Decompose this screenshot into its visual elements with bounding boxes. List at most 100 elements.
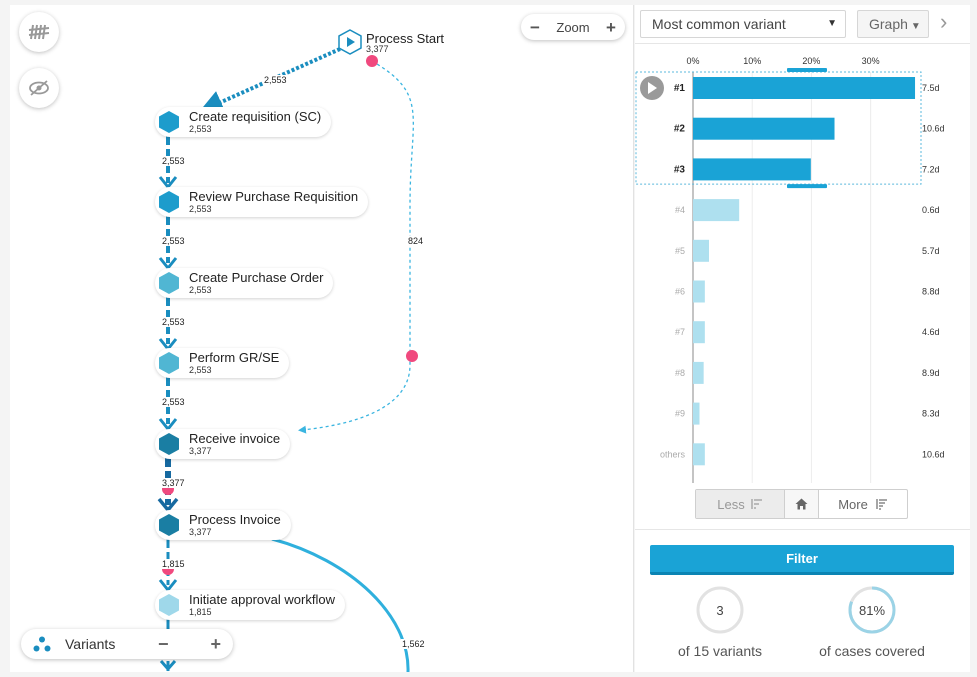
variant-duration-label: 8.9d [922,368,940,378]
edge-label: 1,815 [161,559,186,569]
sort-more-icon [876,499,887,510]
cases-ring: 81% [848,586,896,634]
edge-start-to-receive-invoice[interactable] [298,60,414,434]
activity-hex-icon [159,514,179,536]
dropdown-caret-icon: ▼ [910,21,921,32]
process-start-count: 3,377 [366,44,389,54]
play-hex-icon [338,29,362,55]
variants-control: Variants − + [21,629,233,659]
activity-label: Receive invoice [189,431,281,446]
edge-label: 2,553 [161,397,186,407]
variants-panel: Most common variant ▼ Graph ▼ › 0% 10% 20% 3… [635,5,970,672]
variants-increase-button[interactable]: + [210,633,221,654]
activity-count: 2,553 [189,365,212,375]
variant-duration-label: 10.6d [922,449,945,459]
variant-duration-label: 7.2d [922,164,940,174]
variant-duration-label: 4.6d [922,327,940,337]
more-variants-button[interactable]: More [819,490,907,518]
variant-bar[interactable] [693,199,740,222]
less-variants-button[interactable]: Less [696,490,785,518]
variant-bar[interactable] [693,361,704,384]
edge-label: 1,562 [401,639,426,649]
activity-label: Process Invoice [189,512,281,527]
variant-rank-label: #1 [674,83,686,94]
variant-bar[interactable] [693,158,811,181]
activity-count: 3,377 [189,446,212,456]
process-flow-edges [157,47,418,672]
divider [635,43,970,44]
x-tick-label: 20% [802,56,820,66]
variant-bar[interactable] [693,402,700,425]
dropdown-caret-icon: ▼ [827,18,837,29]
activity-count: 2,553 [189,204,212,214]
selection-handle-top [787,68,827,72]
variant-rank-label: #6 [675,287,685,297]
selection-handle-bottom [787,184,827,189]
process-start-label: Process Start [366,31,445,46]
variant-rank-label: others [660,449,686,459]
zoom-in-button[interactable]: + [606,17,616,37]
variant-bar[interactable] [693,117,835,140]
tally-icon [28,24,50,40]
variants-selected-value: 3 [716,602,724,618]
activity-node-process-invoice[interactable]: Process Invoice 3,377 [155,510,291,540]
less-label: Less [717,496,745,512]
variant-duration-label: 7.5d [922,83,940,93]
x-tick-label: 0% [686,56,699,66]
variant-duration-label: 8.8d [922,287,940,297]
variant-bar[interactable] [693,321,705,344]
activity-node-review-purchase-requisition[interactable]: Review Purchase Requisition 2,553 [155,187,369,217]
variants-icon [33,636,51,652]
activity-count: 3,377 [189,527,212,537]
variant-bar[interactable] [693,77,916,99]
variant-rank-label: #2 [674,124,686,135]
variant-bar[interactable] [693,443,705,466]
x-tick-label: 30% [862,56,880,66]
cases-percent-value: 81% [858,602,886,618]
variant-bar[interactable] [693,239,709,262]
cases-caption: of cases covered [819,643,925,659]
process-map-canvas[interactable]: − Zoom + Process Start 3,377 Create requ… [10,5,634,672]
activity-hex-icon [159,433,179,455]
activity-hex-icon [159,352,179,374]
edge-label: 2,553 [263,75,288,85]
variant-rank-label: #7 [675,327,685,337]
activity-node-initiate-approval-workflow[interactable]: Initiate approval workflow 1,815 [155,590,345,620]
tally-button[interactable] [19,12,59,52]
variants-decrease-button[interactable]: − [157,633,169,654]
variants-caption: of 15 variants [677,643,763,659]
collapse-panel-arrow-icon[interactable]: › [940,9,948,34]
edge-label: 824 [407,236,425,246]
graph-type-button[interactable]: Graph ▼ [857,10,929,38]
selection-box [635,71,922,185]
variant-duration-label: 8.3d [922,409,940,419]
graph-type-label: Graph [869,16,908,32]
variants-selected-stat: 3 of 15 variants [640,586,800,659]
activity-node-create-purchase-order[interactable]: Create Purchase Order 2,553 [155,268,334,298]
filter-button[interactable]: Filter [650,545,954,575]
home-button[interactable] [785,490,819,518]
variants-bar-chart: 0% 10% 20% 30% #1 7.5d #2 10.6d #3 7.2d #4 0.6d #5 5.… [635,56,945,483]
activity-count: 2,553 [189,285,212,295]
activity-node-perform-gr-se[interactable]: Perform GR/SE 2,553 [155,348,290,378]
activity-label: Create Purchase Order [189,270,324,285]
divider [635,529,970,530]
zoom-control: − Zoom + [521,14,625,40]
variant-bar[interactable] [693,280,705,303]
edge-label: 3,377 [161,478,186,488]
zoom-out-button[interactable]: − [530,17,540,37]
activity-label: Review Purchase Requisition [189,189,359,204]
variant-rank-label: #3 [674,164,686,175]
visibility-button[interactable] [19,68,59,108]
activity-hex-icon [159,594,179,616]
variant-duration-label: 10.6d [922,124,945,134]
eye-slash-icon [29,80,49,96]
variant-mode-select[interactable]: Most common variant ▼ [640,10,846,38]
activity-label: Initiate approval workflow [189,592,335,607]
variants-label: Variants [65,636,116,652]
activity-label: Perform GR/SE [189,350,280,365]
edge-process-invoice-curve[interactable] [271,537,410,672]
activity-node-create-requisition[interactable]: Create requisition (SC) 2,553 [155,107,332,137]
activity-node-receive-invoice[interactable]: Receive invoice 3,377 [155,429,291,459]
